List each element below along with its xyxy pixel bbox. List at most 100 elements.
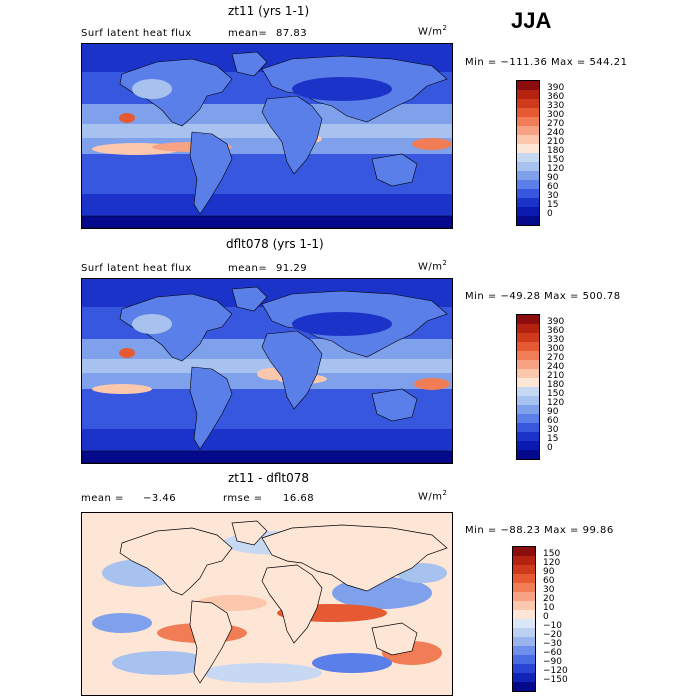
colorbar-tick-label: 210 <box>547 371 565 381</box>
colorbar-tick-label: 390 <box>547 83 565 93</box>
colorbar-band <box>517 423 539 433</box>
colorbar-tick-label: 150 <box>543 549 561 559</box>
coastline <box>231 51 268 77</box>
mean-value-top: 87.83 <box>276 28 308 39</box>
colorbar-tick-label: 15 <box>547 434 559 444</box>
colorbar-band <box>517 189 539 199</box>
colorbar-band <box>513 583 535 593</box>
colorbar-band <box>517 180 539 190</box>
rmse-label-bottom: rmse = <box>223 493 263 504</box>
units-text: W/m <box>418 491 443 503</box>
colorbar-band <box>517 162 539 172</box>
colorbar-band <box>517 405 539 415</box>
colorbar-band <box>517 81 539 91</box>
minmax-middle: Min = −49.28 Max = 500.78 <box>465 291 621 302</box>
colorbar-tick-label: 390 <box>547 317 565 327</box>
coastline <box>371 622 418 656</box>
colorbar-ticks-bottom: 150 120 90 60 30 20 10 0 −10 −20 −30 −60 −90 −120 −150 <box>543 546 583 690</box>
panel-title-bottom: zt11 - dflt078 <box>228 471 310 485</box>
colorbar-band <box>513 673 535 683</box>
field-region <box>132 79 172 99</box>
colorbar-svg-bottom <box>513 547 535 692</box>
colorbar-band <box>517 198 539 208</box>
coastline <box>119 527 233 596</box>
colorbar-tick-label: 30 <box>547 191 559 201</box>
colorbar-tick-label: 15 <box>547 200 559 210</box>
colorbar-band <box>513 637 535 647</box>
colorbar-band <box>513 601 535 611</box>
mean-label-bottom: mean = <box>81 493 124 504</box>
colorbar-band <box>513 565 535 575</box>
colorbar-tick-label: 330 <box>547 335 565 345</box>
units-sup: 2 <box>442 489 448 497</box>
colorbar-band <box>513 646 535 656</box>
coastline <box>371 153 418 187</box>
field-region <box>132 314 172 334</box>
colorbar-band <box>517 315 539 325</box>
colorbar-band <box>513 655 535 665</box>
colorbar-tick-label: 360 <box>547 326 565 336</box>
colorbar-tick-label: 30 <box>543 585 555 595</box>
colorbar-tick-label: 60 <box>547 182 559 192</box>
field-region <box>119 113 135 123</box>
colorbar-tick-label: 0 <box>547 443 553 453</box>
colorbar-band <box>517 369 539 379</box>
colorbar-tick-label: 360 <box>547 92 565 102</box>
colorbar-tick-label: 120 <box>543 558 561 568</box>
coastline <box>261 524 448 592</box>
map-bottom <box>81 512 453 696</box>
coastline <box>231 286 268 312</box>
colorbar-tick-label: 0 <box>547 209 553 219</box>
colorbar-tick-label: 270 <box>547 353 565 363</box>
colorbar-tick-label: −30 <box>543 639 562 649</box>
colorbar-band <box>517 342 539 352</box>
colorbar-band <box>517 117 539 127</box>
colorbar-band <box>517 432 539 442</box>
units-text: W/m <box>418 261 443 273</box>
map-svg-middle <box>82 279 452 463</box>
colorbar-band <box>513 547 535 557</box>
colorbar-tick-label: 120 <box>547 398 565 408</box>
colorbar-band <box>513 592 535 602</box>
coastline <box>82 450 452 463</box>
colorbar-tick-label: 210 <box>547 137 565 147</box>
colorbar-band <box>517 333 539 343</box>
coastline <box>261 330 323 410</box>
colorbar-tick-label: 270 <box>547 119 565 129</box>
mean-value-bottom: −3.46 <box>143 493 177 504</box>
colorbar-band <box>513 619 535 629</box>
colorbar-ticks-middle: 390 360 330 300 270 240 210 180 150 120 90 60 30 15 0 <box>547 314 587 458</box>
coastline <box>261 95 323 175</box>
colorbar-band <box>517 414 539 424</box>
colorbar-band <box>517 396 539 406</box>
map-svg-top <box>82 44 452 228</box>
colorbar-tick-label: 150 <box>547 389 565 399</box>
colorbar-tick-label: 120 <box>547 164 565 174</box>
colorbar-tick-label: −120 <box>543 666 568 676</box>
minmax-top: Min = −111.36 Max = 544.21 <box>465 57 628 68</box>
mean-label-top: mean= <box>228 28 268 39</box>
colorbar-band <box>517 360 539 370</box>
colorbar-top <box>516 80 540 226</box>
colorbar-tick-label: 60 <box>547 416 559 426</box>
colorbar-band <box>513 628 535 638</box>
colorbar-band <box>517 153 539 163</box>
colorbar-svg-middle <box>517 315 539 460</box>
colorbar-svg-top <box>517 81 539 226</box>
colorbar-band <box>517 207 539 217</box>
minmax-bottom: Min = −88.23 Max = 99.86 <box>465 525 614 536</box>
variable-label-top: Surf latent heat flux <box>81 28 192 39</box>
map-middle <box>81 278 453 464</box>
colorbar-middle <box>516 314 540 460</box>
units-label-middle: W/m2 <box>418 259 447 272</box>
colorbar-band <box>517 108 539 118</box>
colorbar-band <box>517 144 539 154</box>
colorbar-tick-label: 60 <box>543 576 555 586</box>
coastline <box>82 215 452 228</box>
field-region <box>202 663 322 683</box>
colorbar-tick-label: −60 <box>543 648 562 658</box>
field-region <box>414 378 450 390</box>
coastline <box>189 600 233 684</box>
units-label-top: W/m2 <box>418 24 447 37</box>
field-region <box>412 138 452 150</box>
